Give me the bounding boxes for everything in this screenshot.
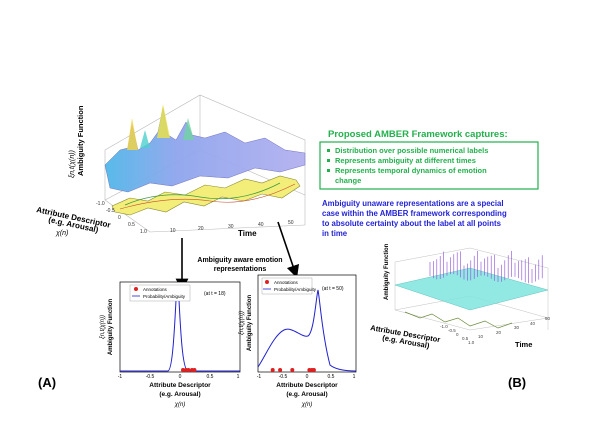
left-x-symbol: χ(n) [174,402,186,408]
attr-tick-5: 1.0 [140,229,147,235]
right-y-symbol: ξn,t(χ(n)) [239,311,245,335]
left-annotation-points [181,368,197,372]
annotation-point [270,368,275,372]
panel-b-line-4: in time [322,229,348,238]
left-legend-annotations: Annotations [143,287,168,292]
left-xtick-3: 0 [179,374,182,380]
panel-b-z-label: Ambiguity Function [384,243,390,300]
b-time-tick-1: 10 [478,334,484,339]
right-xtick-4: 0.5 [328,374,335,380]
panel-b-line-2: case within the AMBER framework correspo… [322,209,507,218]
top-z-axis-symbol: ξn,t(χ(n)) [69,150,76,178]
b-attr-tick-5: 1.0 [468,340,475,345]
right-xtick-3: 0 [306,374,309,380]
time-tick-3: 30 [228,224,234,230]
right-legend-annotations: Annotations [274,280,299,285]
panel-b-label: (B) [508,375,526,390]
left-annotation-time: (at t = 18) [204,291,226,297]
amber-title: Proposed AMBER Framework captures: [328,129,508,140]
time-tick-2: 20 [198,226,204,232]
arrow-caption-line1: Ambiguity aware emotion [197,257,282,264]
left-xtick-2: -0.5 [146,374,155,380]
left-legend-probability: Probability/Ambiguity [143,294,186,299]
annotation-point [186,368,191,372]
b-attr-tick-2: -0.5 [448,328,456,333]
sub-plot-left: Annotations Probability/Ambiguity (at t … [100,281,241,408]
b-attr-tick-4: 0.5 [462,336,469,341]
time-tick-5: 50 [288,220,294,226]
time-tick-1: 10 [170,228,176,234]
left-y-symbol: ξn,t(χ(n)) [100,315,106,339]
panel-b-text: Ambiguity unaware representations are a … [322,199,507,238]
amber-bullet-4: change [335,176,361,185]
panel-b-3d-plot: Ambiguity Function Attribute Descriptor … [370,243,551,350]
right-annotation-time: (at t = 50) [322,286,344,292]
annotation-point [192,368,197,372]
b-time-tick-2: 20 [496,330,502,335]
left-xtick-1: -1 [118,374,123,380]
top-z-axis-label: Ambiguity Function [76,105,85,176]
amber-bullet-3: Represents temporal dynamics of emotion [335,166,487,175]
attr-tick-3: 0 [118,215,121,221]
time-tick-4: 40 [258,222,264,228]
attr-tick-4: 0.5 [128,222,135,228]
panel-b-line-1: Ambiguity unaware representations are a … [322,199,504,208]
amber-framework-box: Proposed AMBER Framework captures: Distr… [319,129,539,190]
panel-a-label: (A) [38,375,56,390]
annotation-point [278,368,283,372]
right-xtick-2: -0.5 [279,374,288,380]
left-x-label-2: (e.g. Arousal) [159,391,200,398]
panel-b-base-trace [404,311,513,329]
b-time-tick-4: 40 [530,321,536,326]
right-annotation-points [270,368,316,372]
annotation-point [181,368,185,372]
panel-b-line-3: to absolute certainty about the label at… [322,219,502,228]
left-xtick-5: 1 [237,374,240,380]
attr-tick-2: -0.5 [106,208,115,214]
amber-bullet-2: Represents ambiguity at different times [335,156,476,165]
right-legend-probability: Probability/Ambiguity [274,287,317,292]
attr-tick-1: -1.0 [96,201,105,207]
left-y-label: Ambiguity Function [108,299,114,356]
certainty-spikes [429,250,543,284]
panel-b-time-label: Time [515,340,532,349]
sub-plot-right: Annotations Probability/Ambiguity (at t … [239,274,357,408]
base-contour [111,175,301,216]
annotation-point [311,368,316,372]
right-xtick-5: 1 [353,374,356,380]
certainty-plane [394,267,549,311]
amber-bullet-1: Distribution over possible numerical lab… [335,146,488,155]
annotation-point [290,368,295,372]
top-3d-plot: Ambiguity Function ξn,t(χ(n)) Attribute … [36,94,306,238]
right-x-symbol: χ(n) [301,402,313,408]
b-time-tick-3: 30 [514,325,520,330]
right-density-curve [257,289,357,372]
b-time-tick-5: 50 [545,316,551,321]
b-attr-tick-3: 0 [456,332,459,337]
arrow-down-right [277,221,299,279]
right-x-label-2: (e.g. Arousal) [286,391,327,398]
left-xtick-4: 0.5 [207,374,214,380]
arrow-caption-line2: representations [214,266,267,273]
b-attr-tick-1: -1.0 [440,324,448,329]
right-xtick-1: -1 [257,374,262,380]
right-x-label-1: Attribute Descriptor [276,382,338,389]
top-x-axis-symbol: χ(n) [55,230,68,237]
left-x-label-1: Attribute Descriptor [149,382,211,389]
top-time-axis-label: Time [238,229,257,238]
right-y-label: Ambiguity Function [247,295,253,352]
